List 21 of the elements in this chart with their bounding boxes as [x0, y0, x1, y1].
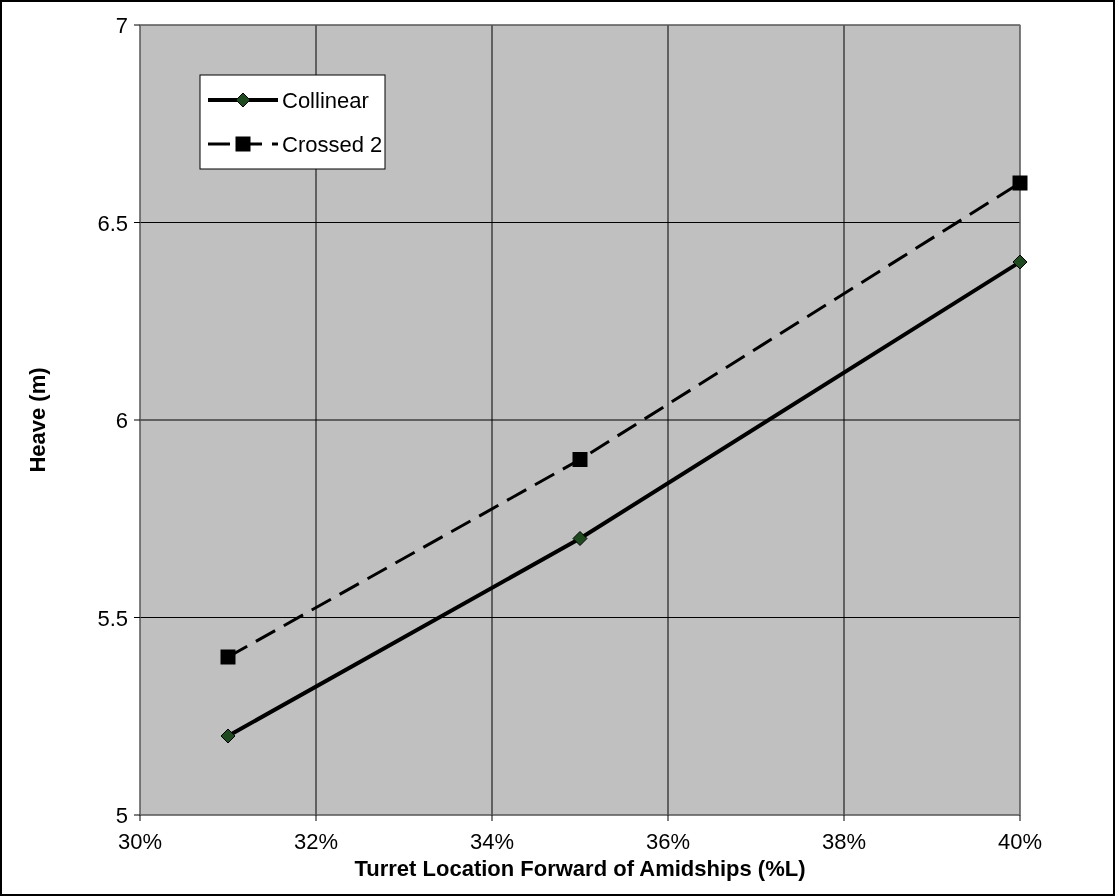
x-tick-label: 30%	[117, 829, 163, 854]
x-tick-label: 38%	[821, 829, 867, 854]
point	[1012, 175, 1028, 191]
point	[572, 452, 588, 467]
point	[220, 649, 236, 665]
y-axis-title: Heave (m)	[25, 367, 50, 473]
y-tick-label: 5.5	[97, 605, 128, 631]
y-tick-label: 7	[115, 13, 128, 38]
y-tick-label: 5	[115, 803, 128, 828]
x-axis-title: Turret Location Forward of Amidships (%L)	[354, 856, 806, 881]
y-tick-label: 6	[115, 408, 128, 433]
point	[572, 531, 588, 546]
x-tick-label: 36%	[645, 829, 691, 854]
point	[220, 728, 236, 744]
x-tick-label: 40%	[997, 829, 1043, 854]
point	[1012, 254, 1028, 270]
x-tick-label: 32%	[293, 829, 339, 854]
legend-label: Crossed 2	[282, 132, 383, 157]
legend-label: Collinear	[282, 88, 369, 113]
x-tick-label: 34%	[469, 829, 515, 854]
y-tick-label: 6.5	[97, 210, 128, 236]
